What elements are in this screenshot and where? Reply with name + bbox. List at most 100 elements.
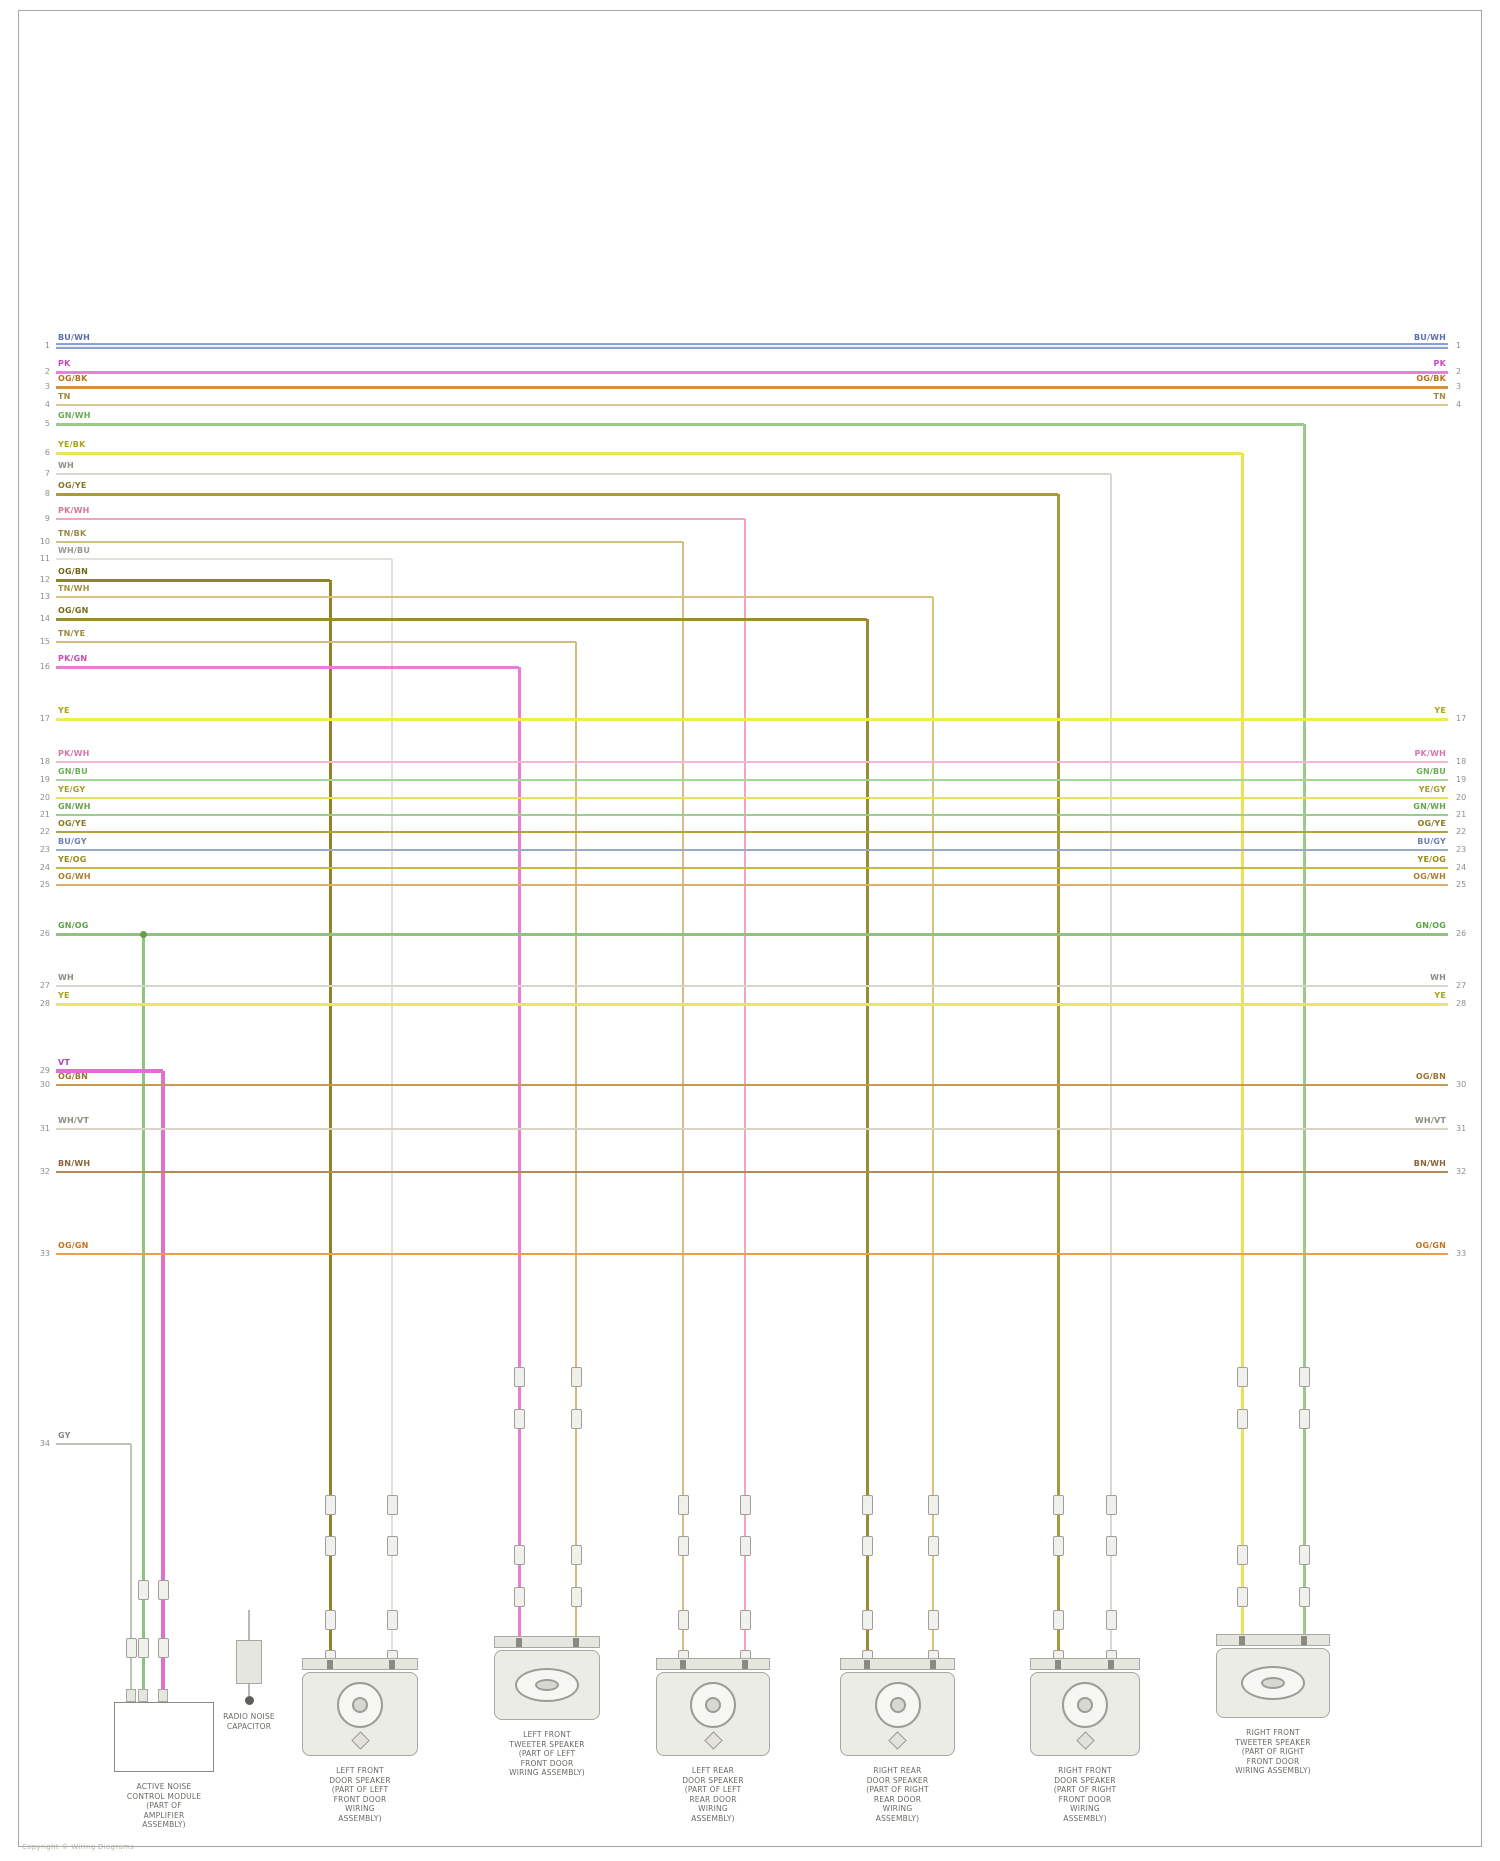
wire-color-label: YE	[58, 706, 70, 715]
inline-connector	[739, 1495, 751, 1515]
wire-color-label: WH/VT	[1414, 1116, 1446, 1125]
pin-number: 20	[39, 793, 50, 802]
component-label-line: ASSEMBLY)	[142, 1820, 186, 1829]
wire-color-label: WH/VT	[58, 1116, 90, 1125]
wire-color-label: BU/WH	[1413, 333, 1446, 342]
pin-number: 31	[39, 1124, 50, 1133]
inline-connector	[513, 1587, 525, 1607]
pin-number: 13	[39, 592, 50, 601]
component-label-line: (PART OF RIGHT	[1053, 1785, 1117, 1794]
wire-color-label: OG/GN	[58, 1241, 89, 1250]
pin-number: 24	[39, 863, 50, 872]
wire-color-label: OG/WH	[1413, 872, 1446, 881]
component-label-line: AMPLIFIER	[143, 1810, 185, 1820]
inline-connector	[861, 1610, 873, 1630]
inline-connector	[1105, 1536, 1117, 1556]
connector-pin-pad	[930, 1660, 936, 1669]
component-label-line: (PART OF RIGHT	[1241, 1747, 1305, 1756]
wire	[56, 617, 867, 621]
pin-number: 17	[1456, 714, 1467, 723]
wire-color-label: OG/WH	[58, 872, 91, 881]
component-label-line: TWEETER SPEAKER	[509, 1739, 585, 1749]
pin-number: 25	[1456, 880, 1467, 889]
wire	[56, 849, 1448, 851]
component-label-line: RIGHT FRONT	[1246, 1728, 1300, 1737]
inline-connector	[1052, 1610, 1064, 1630]
pin-number: 24	[1456, 863, 1467, 872]
pin-number: 33	[39, 1249, 50, 1258]
connector-pin-pad	[573, 1638, 579, 1647]
inline-connector	[137, 1638, 149, 1658]
wire-color-label: YE/OG	[1417, 855, 1446, 864]
wire	[56, 492, 1058, 496]
component-label-line: WIRING ASSEMBLY)	[1235, 1766, 1311, 1775]
wire-color-label: OG/GN	[58, 606, 89, 615]
wire	[56, 596, 933, 598]
component-label-line: CONTROL MODULE	[126, 1791, 202, 1801]
component-label-line: DOOR SPEAKER	[866, 1775, 929, 1785]
pin-number: 12	[39, 575, 50, 584]
inline-connector	[386, 1610, 398, 1630]
pin-number: 2	[44, 367, 50, 376]
module-pin-connector	[138, 1689, 148, 1702]
connector-pin-pad	[742, 1660, 748, 1669]
wire	[56, 814, 1448, 816]
inline-connector	[1298, 1545, 1310, 1565]
capacitor-top-stub	[248, 1610, 250, 1640]
inline-connector	[677, 1495, 689, 1515]
wire	[391, 559, 393, 1662]
wire-color-label: OG/GN	[1415, 1241, 1446, 1250]
inline-connector	[137, 1580, 149, 1600]
connector-pin-pad	[680, 1660, 686, 1669]
inline-connector	[570, 1367, 582, 1387]
component-label-line: (PART OF RIGHT	[866, 1785, 929, 1794]
inline-connector	[1298, 1409, 1310, 1429]
pin-number: 18	[1456, 757, 1467, 766]
wire	[56, 932, 1448, 936]
pin-number: 27	[39, 981, 50, 990]
pin-number: 34	[39, 1439, 50, 1448]
pin-number: 25	[39, 880, 50, 889]
capacitor-ground-stub	[248, 1684, 250, 1696]
wire-color-label: OG/YE	[58, 819, 87, 828]
wire-color-label: YE	[1434, 706, 1446, 715]
wire	[56, 1252, 1448, 1256]
inline-connector	[157, 1638, 169, 1658]
pin-number: 22	[39, 827, 50, 836]
connector-bar	[840, 1658, 955, 1670]
wire-color-label: GN/WH	[58, 802, 91, 811]
component-label-line: (PART OF LEFT	[518, 1749, 576, 1758]
wire-color-label: BN/WH	[58, 1159, 91, 1168]
component-label-line: ASSEMBLY)	[875, 1813, 920, 1823]
pin-number: 26	[1456, 929, 1467, 938]
pin-number: 23	[39, 845, 50, 854]
module-pin-connector	[158, 1689, 168, 1702]
component-label-line: ASSEMBLY)	[691, 1813, 735, 1823]
component-label-line: WIRING	[1070, 1804, 1100, 1813]
pin-number: 3	[44, 382, 50, 391]
wire	[130, 1444, 132, 1694]
pin-number: 5	[44, 419, 50, 428]
tweeter-oval-center-icon	[1261, 1677, 1285, 1689]
component-label-line: LEFT FRONT	[336, 1766, 384, 1775]
speaker-cone-center-icon	[705, 1697, 721, 1713]
inline-connector	[513, 1367, 525, 1387]
pin-number: 19	[39, 775, 50, 784]
wire-junction-dot	[139, 930, 147, 938]
inline-connector	[1236, 1587, 1248, 1607]
wire-color-label: TN	[58, 392, 71, 401]
wire-color-label: WH/BU	[58, 546, 91, 555]
page-border	[18, 10, 1482, 1847]
wire	[1110, 474, 1112, 1662]
connector-pin-pad	[864, 1660, 870, 1669]
speaker-cone-center-icon	[1077, 1697, 1093, 1713]
wire-color-label: PK	[58, 359, 71, 368]
wire-color-label: PK/WH	[1414, 749, 1446, 758]
inline-connector	[324, 1495, 336, 1515]
wire	[575, 642, 577, 1640]
wire	[56, 473, 1111, 475]
wire-color-label: YE/BK	[58, 440, 86, 449]
wire-color-label: GN/BU	[1416, 767, 1446, 776]
connector-pin-pad	[516, 1638, 522, 1647]
inline-connector	[1298, 1587, 1310, 1607]
